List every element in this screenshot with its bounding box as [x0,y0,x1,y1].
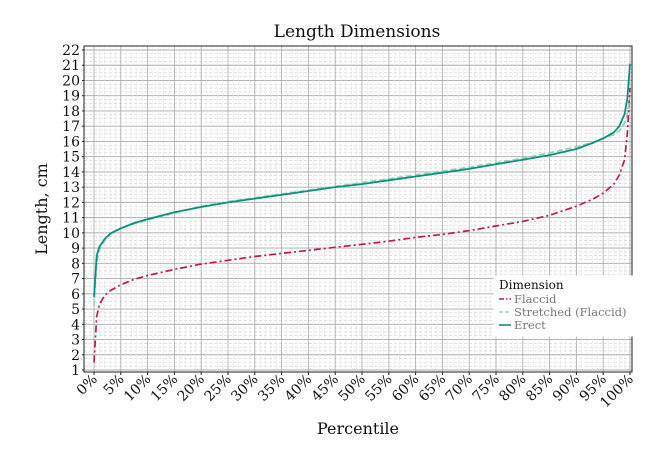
x-tick-label: 60% [389,372,422,405]
legend-box [493,275,633,337]
y-tick-label: 15 [62,150,80,166]
y-tick-label: 21 [62,58,80,74]
y-tick-label: 16 [62,134,80,150]
y-axis-label: Length, cm [32,163,51,255]
y-tick-label: 4 [71,317,80,333]
y-tick-label: 2 [71,348,80,364]
x-tick-label: 20% [175,372,208,405]
series-line-flaccid [93,88,631,363]
y-tick-label: 13 [62,180,80,196]
y-tick-label: 11 [62,211,80,227]
legend-label: Stretched (Flaccid) [514,305,627,319]
x-tick-label: 25% [202,372,235,405]
x-tick-label: 45% [309,372,342,405]
plot-frame [83,45,633,373]
y-tick-label: 7 [71,272,80,288]
legend-title: Dimension [499,278,564,292]
y-tick-label: 8 [71,256,80,272]
x-tick-labels: 0% 5%10%15%20%25%30%35%40%45%50%55%60%65%… [74,372,637,412]
x-tick-label: 35% [255,372,288,405]
y-tick-label: 9 [71,241,80,257]
y-tick-label: 5 [71,302,80,318]
x-tick-label: 55% [362,372,395,405]
y-tick-label: 6 [71,287,80,303]
x-tick-label: 15% [148,372,181,405]
x-tick-label: 30% [228,372,261,405]
legend-label: Flaccid [514,292,557,306]
y-tick-label: 17 [62,119,80,135]
x-tick-label: 85% [523,372,556,405]
chart-title: Length Dimensions [274,22,441,42]
y-tick-label: 20 [62,73,80,89]
y-tick-label: 22 [62,43,80,59]
y-tick-label: 1 [71,363,80,379]
series-layer [93,63,631,363]
legend-label: Erect [514,318,546,332]
x-tick-label: 10% [121,372,154,405]
series-line-erect [93,63,631,297]
y-tick-label: 3 [71,333,80,349]
x-tick-label: 80% [496,372,529,405]
x-axis-label: Percentile [317,419,399,438]
x-tick-label: 75% [470,372,503,405]
x-tick-label: 70% [443,372,476,405]
y-tick-label: 14 [62,165,80,181]
y-tick-label: 18 [62,104,80,120]
y-tick-label: 12 [62,195,80,211]
y-tick-label: 19 [62,89,80,105]
y-tick-label: 10 [62,226,80,242]
x-tick-label: 50% [336,372,369,405]
x-tick-label: 40% [282,372,315,405]
x-tick-label: 90% [550,372,583,405]
x-tick-label: 65% [416,372,449,405]
